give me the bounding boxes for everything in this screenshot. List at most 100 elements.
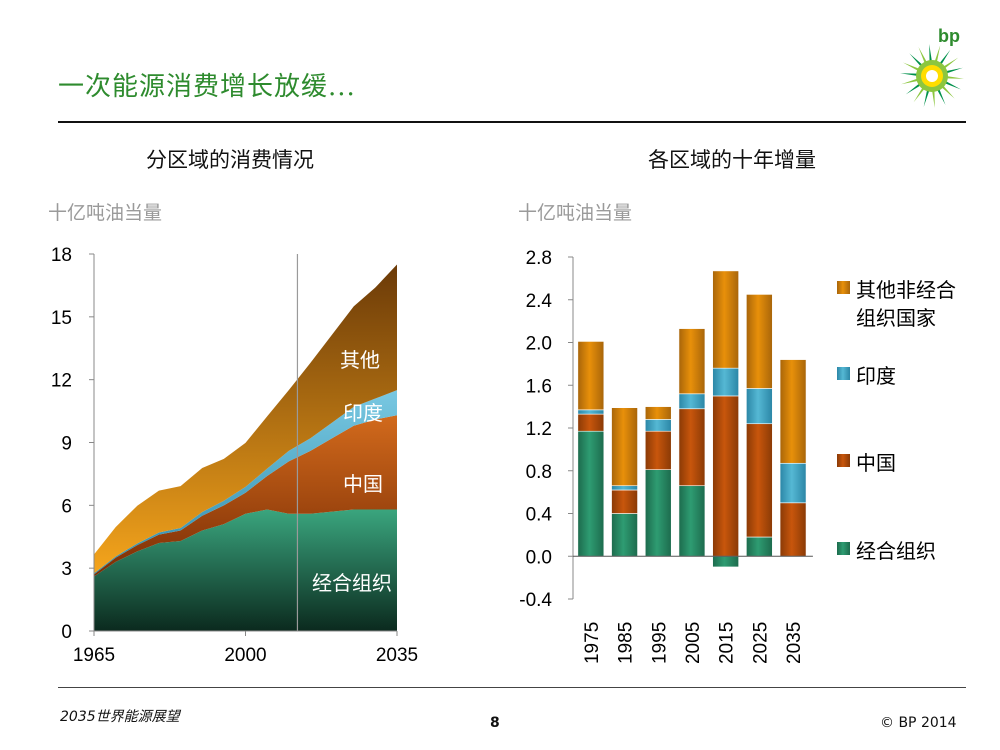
bar-china [779, 502, 807, 557]
x-tick-label: 1995 [649, 622, 670, 664]
y-tick-label: 12 [51, 371, 72, 392]
area-other [94, 264, 397, 574]
legend-label: 中国 [856, 452, 896, 475]
y-tick-label: 6 [61, 496, 72, 517]
left-unit-label: 十亿吨油当量 [48, 202, 163, 224]
x-tick-label: 1985 [616, 622, 637, 664]
y-tick-label: 3 [61, 559, 72, 580]
legend-swatch [837, 367, 850, 380]
page-number: 8 [490, 715, 500, 731]
bar-other [712, 270, 739, 369]
bar-india [611, 485, 638, 491]
bar-india [577, 409, 605, 415]
bar-china [577, 413, 605, 432]
area-oecd [94, 509, 397, 631]
x-tick-label: 2025 [750, 622, 771, 664]
y-tick-label: 9 [61, 434, 72, 455]
copyright: © BP 2014 [880, 715, 957, 731]
bar-india [746, 388, 773, 425]
footer-rule [58, 687, 966, 688]
bar-india [644, 419, 672, 432]
legend-label: 印度 [856, 365, 896, 388]
y-tick-label: 0.4 [526, 505, 553, 526]
label-oecd: 经合组织 [312, 572, 392, 595]
bar-oecd [678, 485, 706, 557]
label-other: 其他 [340, 349, 380, 372]
helios-ray [929, 44, 932, 63]
bar-other [644, 406, 672, 420]
bar-other [779, 359, 807, 464]
bar-oecd [577, 430, 605, 557]
x-tick-label: 1965 [73, 645, 115, 666]
bar-india [712, 367, 739, 397]
helios-ray [900, 73, 919, 76]
y-tick-label: 15 [51, 308, 72, 329]
y-tick-label: 0.0 [526, 547, 552, 568]
helios-ray [945, 76, 964, 79]
x-tick-label: 2000 [224, 645, 266, 666]
helios-ray [923, 89, 930, 107]
bp-logo: bp [900, 26, 964, 108]
area-chart: 0 3 6 9 12 15 18 1965 2000 2035 经合组织 中国 印度 其他 [51, 245, 418, 666]
bar-chart: -0.4 0.0 0.4 0.8 1.2 1.6 2.0 2.4 2.8 1975 1985 1995… [519, 248, 956, 664]
x-tick-label: 1975 [582, 622, 603, 664]
area-china [94, 415, 397, 577]
bar-other [611, 407, 638, 487]
helios-ray [909, 53, 924, 68]
legend-label: 其他非经合 [856, 279, 956, 302]
helios-ray [932, 89, 935, 108]
bar-oecd [611, 513, 638, 557]
bar-china [644, 430, 672, 470]
y-tick-label: 18 [51, 245, 72, 266]
x-tick-label: 2035 [784, 622, 805, 664]
legend-swatch [837, 454, 850, 467]
left-chart-title: 分区域的消费情况 [146, 148, 314, 172]
bar-other [577, 341, 605, 411]
bar-other [678, 328, 706, 395]
title-rule [58, 121, 966, 123]
legend-swatch [837, 542, 850, 555]
bar-india [678, 393, 706, 410]
legend-swatch [837, 281, 850, 294]
page-title: 一次能源消费增长放缓... [58, 72, 356, 102]
helios-ray [942, 57, 959, 69]
helios-ray [918, 46, 928, 64]
bar-china [611, 489, 638, 514]
bar-other [746, 294, 773, 389]
bp-logo-text: bp [938, 26, 960, 46]
helios-ray [905, 83, 922, 95]
y-tick-label: 1.2 [526, 419, 552, 440]
legend-item: 经合组织 [837, 540, 936, 563]
y-tick-label: 1.6 [526, 376, 552, 397]
x-tick-label: 2005 [683, 622, 704, 664]
helios-ray [902, 62, 920, 72]
legend-item: 中国 [837, 452, 896, 475]
helios-ray [901, 78, 919, 85]
bar-india [779, 462, 807, 504]
bar-china [746, 423, 773, 538]
bar-oecd [712, 555, 739, 568]
right-unit-label: 十亿吨油当量 [518, 202, 633, 224]
helios-ray [945, 67, 963, 74]
footer-source: 2035世界能源展望 [60, 709, 180, 725]
y-tick-label: 0 [61, 622, 72, 643]
y-tick-label: 2.4 [526, 291, 553, 312]
legend-item: 印度 [837, 365, 896, 388]
helios-icon [900, 44, 964, 108]
label-china: 中国 [343, 473, 383, 496]
helios-ray [939, 49, 951, 66]
bar-oecd [644, 469, 672, 557]
y-tick-label: 0.8 [526, 462, 552, 483]
bar-oecd [746, 536, 773, 557]
right-chart-title: 各区域的十年增量 [648, 148, 816, 172]
x-tick-label: 2035 [376, 645, 418, 666]
bar-china [678, 408, 706, 487]
helios-ray [934, 45, 941, 63]
label-india: 印度 [343, 402, 383, 425]
y-tick-label: -0.4 [519, 590, 552, 611]
y-tick-label: 2.8 [526, 248, 552, 269]
bar-china [712, 395, 739, 557]
area-india [94, 390, 397, 575]
helios-ray [913, 86, 925, 103]
